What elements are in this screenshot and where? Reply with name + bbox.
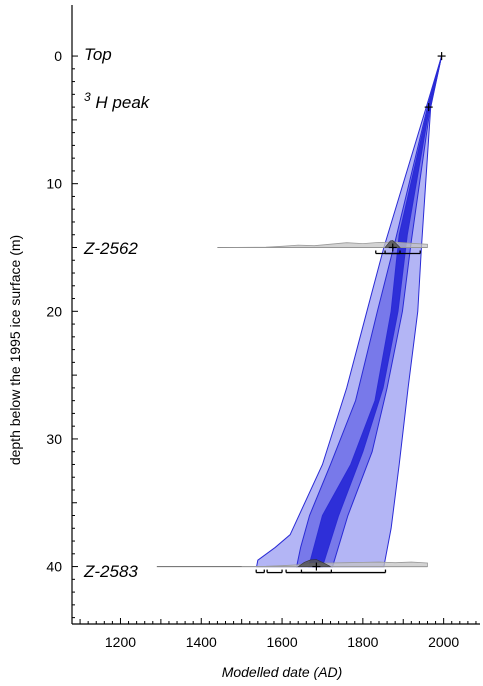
event-markers (312, 52, 446, 571)
z-2583-range-bar (266, 569, 283, 574)
x-tick-label: 1400 (186, 634, 217, 650)
z-2583-prior-profile (241, 561, 428, 567)
x-tick-label: 1200 (105, 634, 136, 650)
axes (71, 5, 480, 625)
y-tick-label: 40 (46, 559, 62, 575)
marker-z-2562 (388, 243, 397, 252)
y-tick-label: 20 (46, 303, 62, 319)
age-depth-bands (256, 55, 443, 568)
z-2583-range-bar (300, 569, 332, 574)
marker-3h-peak (424, 103, 433, 112)
annotation-h-peak-superscript: 3 (84, 90, 91, 104)
marker-z-2583 (312, 562, 321, 571)
annotation-h-peak-label: H peak (95, 93, 150, 112)
y-tick-label: 10 (46, 176, 62, 192)
annotations: Top 3 H peak Z-2562 Z-2583 (83, 45, 151, 581)
y-tick-label: 0 (54, 48, 62, 64)
z-2583-range-bar (255, 569, 265, 574)
marker-top (437, 52, 446, 61)
y-tick-label: 30 (46, 431, 62, 447)
z-2562-range-bar (384, 250, 401, 255)
x-axis-title: Modelled date (AD) (222, 664, 343, 680)
z-2562-prior-profile (217, 241, 428, 248)
annotation-z-2583: Z-2583 (83, 562, 138, 581)
annotation-h-peak: 3 H peak (84, 86, 151, 112)
x-tick-label: 2000 (428, 634, 459, 650)
tick-labels: 0 10 20 30 40 1200 1400 1600 1800 2000 (46, 48, 459, 650)
x-tick-label: 1800 (347, 634, 378, 650)
annotation-z-2562: Z-2562 (83, 239, 138, 258)
date-distributions (156, 240, 428, 574)
x-tick-label: 1600 (266, 634, 297, 650)
envelope-95-4pct (256, 55, 443, 568)
y-axis-title: depth below the 1995 ice surface (m) (7, 235, 23, 465)
z-2583-posterior (297, 559, 331, 567)
annotation-top: Top (84, 45, 112, 64)
